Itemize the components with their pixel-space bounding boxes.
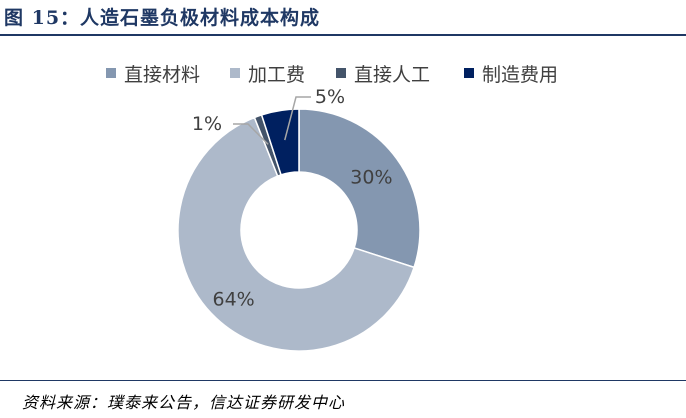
legend-swatch-direct-labor [336,68,346,78]
legend-label-direct-materials: 直接材料 [124,63,201,86]
title-divider [0,34,686,36]
slice-direct-materials [298,108,421,269]
legend-item-manufacturing-overhead: 制造费用 [464,60,558,86]
legend-item-direct-materials: 直接材料 [106,60,200,86]
source-divider [0,380,686,381]
legend-label-direct-labor: 直接人工 [354,63,431,86]
data-label-processing-fee: 64% [213,289,255,311]
legend-item-direct-labor: 直接人工 [336,60,430,86]
chart-title: 图 15：人造石墨负极材料成本构成 [4,7,321,29]
legend-item-processing-fee: 加工费 [230,60,305,86]
legend-swatch-manufacturing-overhead [464,68,474,78]
legend-swatch-direct-materials [106,68,116,78]
data-label-direct-labor: 1% [192,113,222,135]
data-label-manufacturing-overhead: 5% [315,86,345,108]
leader-line-manufacturing-overhead [284,96,311,141]
data-label-direct-materials: 30% [350,166,392,188]
leader-line-direct-labor [233,123,269,145]
legend-label-manufacturing-overhead: 制造费用 [482,63,559,86]
legend-label-processing-fee: 加工费 [248,63,306,86]
slice-manufacturing-overhead [260,108,300,176]
source-note: 资料来源：璞泰来公告，信达证券研发中心 [22,393,346,412]
chart-legend: 直接材料 加工费 直接人工 制造费用 [0,60,686,86]
slice-processing-fee [177,116,416,352]
legend-swatch-processing-fee [230,68,240,78]
